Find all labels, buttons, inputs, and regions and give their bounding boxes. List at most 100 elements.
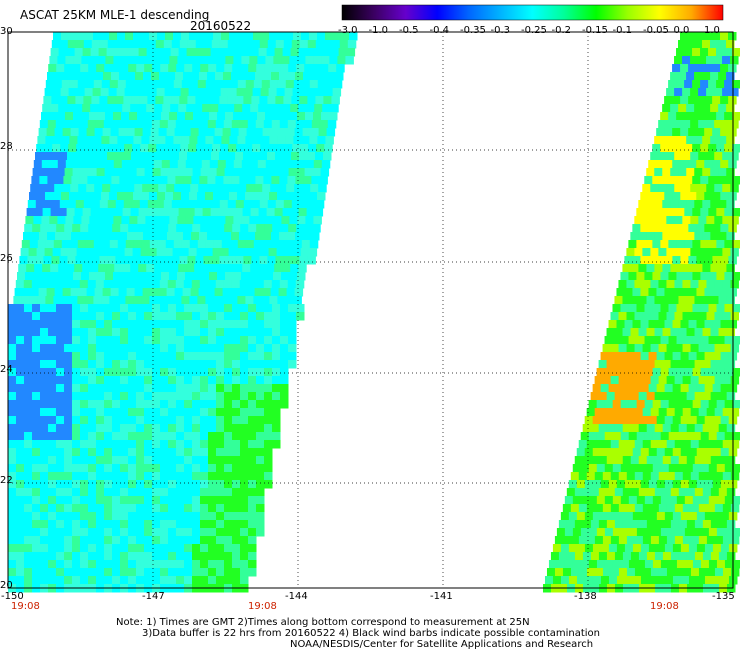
wind-cell bbox=[197, 192, 206, 201]
wind-cell bbox=[263, 176, 272, 185]
wind-cell bbox=[274, 48, 284, 57]
wind-cell bbox=[184, 352, 193, 361]
wind-cell bbox=[596, 368, 606, 377]
wind-cell bbox=[650, 344, 660, 353]
wind-cell bbox=[258, 48, 268, 57]
wind-cell bbox=[32, 512, 41, 521]
wind-cell bbox=[96, 376, 105, 385]
wind-cell bbox=[678, 232, 687, 241]
wind-cell bbox=[40, 504, 49, 513]
wind-cell bbox=[720, 320, 730, 329]
wind-cell bbox=[694, 40, 703, 49]
wind-cell bbox=[227, 256, 236, 265]
wind-cell bbox=[211, 256, 220, 265]
wind-cell bbox=[277, 296, 286, 305]
wind-cell bbox=[688, 160, 697, 169]
wind-cell bbox=[684, 336, 694, 345]
wind-cell bbox=[333, 32, 342, 41]
wind-cell bbox=[232, 576, 241, 585]
wind-cell bbox=[592, 416, 602, 425]
wind-cell bbox=[600, 448, 610, 457]
wind-cell bbox=[608, 352, 618, 361]
wind-cell bbox=[176, 320, 185, 329]
wind-cell bbox=[56, 168, 66, 177]
wind-cell bbox=[708, 176, 717, 185]
wind-cell bbox=[216, 304, 225, 313]
wind-cell bbox=[120, 408, 129, 417]
wind-cell bbox=[232, 408, 241, 417]
wind-cell bbox=[145, 112, 154, 121]
wind-cell bbox=[67, 152, 76, 161]
colorbar-label: 0.0 bbox=[673, 25, 690, 36]
wind-cell bbox=[208, 496, 217, 505]
wind-cell bbox=[562, 536, 572, 545]
wind-cell bbox=[258, 208, 268, 217]
wind-cell bbox=[72, 448, 81, 457]
wind-cell bbox=[222, 128, 232, 137]
wind-cell bbox=[199, 176, 208, 185]
wind-cell bbox=[285, 80, 295, 89]
wind-cell bbox=[72, 416, 81, 425]
wind-cell bbox=[160, 432, 169, 441]
wind-cell bbox=[75, 152, 84, 161]
wind-cell bbox=[128, 488, 137, 497]
wind-cell bbox=[200, 576, 209, 585]
wind-cell bbox=[120, 472, 129, 481]
wind-cell bbox=[71, 72, 80, 81]
wind-cell bbox=[298, 48, 308, 57]
wind-cell bbox=[152, 352, 161, 361]
wind-cell bbox=[210, 264, 219, 273]
wind-cell bbox=[714, 408, 724, 417]
wind-cell bbox=[248, 552, 257, 561]
wind-cell bbox=[720, 448, 730, 457]
wind-cell bbox=[24, 432, 33, 441]
wind-cell bbox=[123, 40, 133, 49]
wind-cell bbox=[710, 168, 719, 177]
time-label-left: 19:08 bbox=[11, 601, 40, 612]
wind-cell bbox=[152, 488, 161, 497]
wind-cell bbox=[668, 496, 678, 505]
wind-cell bbox=[136, 320, 145, 329]
wind-cell bbox=[277, 136, 286, 145]
wind-cell bbox=[662, 168, 671, 177]
wind-cell bbox=[732, 336, 740, 345]
wind-cell bbox=[688, 512, 698, 521]
wind-cell bbox=[127, 280, 137, 289]
wind-cell bbox=[594, 536, 604, 545]
wind-cell bbox=[176, 576, 185, 585]
wind-cell bbox=[100, 248, 110, 257]
wind-cell bbox=[266, 208, 276, 217]
wind-cell bbox=[704, 352, 714, 361]
wind-cell bbox=[305, 216, 314, 225]
wind-cell bbox=[228, 88, 238, 97]
wind-cell bbox=[644, 400, 654, 409]
wind-cell bbox=[96, 480, 105, 489]
wind-cell bbox=[728, 32, 737, 41]
wind-cell bbox=[171, 200, 181, 209]
wind-cell bbox=[160, 536, 169, 545]
wind-cell bbox=[200, 64, 209, 73]
wind-cell bbox=[668, 80, 677, 89]
wind-cell bbox=[224, 504, 233, 513]
wind-cell bbox=[96, 328, 105, 337]
wind-cell bbox=[16, 520, 25, 529]
wind-cell bbox=[660, 336, 670, 345]
wind-cell bbox=[279, 72, 288, 81]
wind-cell bbox=[128, 552, 137, 561]
wind-cell bbox=[620, 496, 630, 505]
wind-cell bbox=[300, 88, 310, 97]
wind-cell bbox=[262, 184, 271, 193]
wind-cell bbox=[32, 304, 41, 313]
wind-cell bbox=[184, 544, 193, 553]
wind-cell bbox=[288, 352, 297, 361]
wind-cell bbox=[74, 264, 83, 273]
wind-cell bbox=[98, 264, 107, 273]
wind-cell bbox=[64, 312, 73, 321]
wind-cell bbox=[630, 520, 640, 529]
wind-cell bbox=[576, 512, 586, 521]
wind-cell bbox=[160, 376, 169, 385]
wind-cell bbox=[200, 344, 209, 353]
wind-cell bbox=[240, 544, 249, 553]
wind-cell bbox=[312, 168, 322, 177]
wind-cell bbox=[231, 280, 241, 289]
